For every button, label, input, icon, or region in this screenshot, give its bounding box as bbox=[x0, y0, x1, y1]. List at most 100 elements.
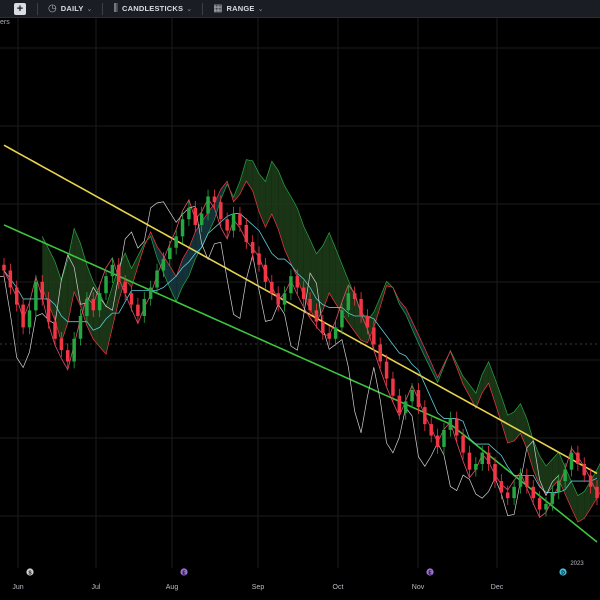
event-marker-icon bbox=[559, 568, 567, 576]
candle-body bbox=[563, 469, 567, 482]
candle-body bbox=[148, 287, 153, 299]
candle-body bbox=[91, 298, 96, 311]
ichimoku-cloud-segment bbox=[552, 451, 559, 488]
chevron-down-icon: ⌄ bbox=[257, 5, 264, 13]
ichimoku-cloud-segment bbox=[412, 321, 419, 344]
candle-body bbox=[27, 310, 32, 328]
range-dropdown[interactable]: ▦ RANGE ⌄ bbox=[206, 0, 270, 17]
x-axis-label: Jul bbox=[92, 584, 101, 591]
ichimoku-cloud-segment bbox=[265, 161, 272, 228]
event-marker-symbol: E bbox=[182, 570, 186, 576]
ichimoku-cloud-segment bbox=[284, 185, 291, 264]
candle-body bbox=[544, 503, 548, 510]
candle-body bbox=[308, 298, 312, 311]
candle-body bbox=[576, 452, 580, 464]
candle-body bbox=[454, 418, 459, 436]
candle-body bbox=[129, 293, 134, 305]
ichimoku-cloud-segment bbox=[106, 286, 113, 355]
ichimoku-cloud-segment bbox=[475, 374, 483, 409]
candle-body bbox=[301, 287, 306, 299]
candle-body bbox=[346, 293, 351, 311]
candle-body bbox=[123, 281, 127, 294]
candle-body bbox=[136, 304, 140, 316]
candle-body bbox=[8, 270, 13, 288]
ichimoku-cloud-segment bbox=[188, 231, 196, 277]
event-marker-symbol: D bbox=[561, 570, 565, 576]
indicator-legend-fragment: ers bbox=[0, 19, 10, 26]
candle-body bbox=[206, 196, 210, 214]
ichimoku-cloud-segment bbox=[348, 280, 355, 332]
price-chart[interactable]: Jun Jul Aug Sep Oct Nov Dec 2023 S E E D bbox=[0, 18, 600, 600]
candle-body bbox=[219, 202, 223, 220]
candle-body bbox=[595, 486, 599, 499]
candle-body bbox=[270, 281, 274, 294]
chart-style-dropdown[interactable]: ⫼ CANDLESTICKS ⌄ bbox=[106, 0, 199, 17]
candle-body bbox=[282, 293, 287, 305]
candle-body bbox=[276, 293, 280, 305]
candle-body bbox=[66, 350, 70, 362]
x-axis-year-label: 2023 bbox=[570, 561, 584, 567]
x-axis-label: Oct bbox=[333, 584, 344, 591]
ichimoku-cloud-segment bbox=[488, 361, 495, 403]
candle-body bbox=[423, 407, 427, 425]
candle-body bbox=[295, 276, 300, 288]
x-axis-label: Jun bbox=[12, 584, 23, 591]
candle-body bbox=[467, 452, 472, 470]
candle-body bbox=[193, 207, 198, 225]
candle-body bbox=[289, 276, 293, 294]
candle-body bbox=[187, 207, 191, 220]
candle-body bbox=[499, 481, 504, 493]
ichimoku-cloud-segment bbox=[322, 232, 330, 311]
plus-square-icon[interactable]: + bbox=[14, 2, 26, 15]
ichimoku-cloud-segment bbox=[584, 481, 591, 519]
ichimoku-cloud-segment bbox=[507, 411, 515, 444]
ichimoku-cloud-segment bbox=[335, 248, 342, 314]
ichimoku-cloud-segment bbox=[169, 265, 177, 302]
ichimoku-cloud-segment bbox=[463, 376, 470, 396]
ichimoku-cloud-segment bbox=[514, 403, 521, 441]
candle-body bbox=[104, 276, 108, 294]
ichimoku-cloud-segment bbox=[354, 295, 362, 341]
candle-body bbox=[46, 298, 51, 322]
toolbar-divider bbox=[37, 2, 38, 15]
candle-body bbox=[321, 321, 325, 334]
ichimoku-cloud-segment bbox=[182, 247, 189, 287]
event-marker-icon bbox=[180, 568, 188, 576]
ichimoku-cloud-segment bbox=[252, 160, 260, 212]
candle-body bbox=[397, 395, 402, 413]
candle-body bbox=[556, 481, 561, 493]
ichimoku-cloud-segment bbox=[558, 451, 566, 495]
candle-body bbox=[244, 224, 249, 242]
cloud-span-a-line bbox=[41, 159, 600, 497]
candle-body bbox=[238, 213, 242, 225]
ichimoku-cloud-segment bbox=[278, 170, 285, 250]
candle-body bbox=[161, 259, 166, 271]
candle-body bbox=[359, 298, 363, 316]
chart-toolbar: + ◷ DAILY ⌄ ⫼ CANDLESTICKS ⌄ ▦ RANGE ⌄ bbox=[0, 0, 600, 18]
chikou-span-line bbox=[0, 201, 559, 517]
candle-body bbox=[480, 452, 484, 464]
candle-body bbox=[512, 486, 516, 499]
interval-dropdown[interactable]: ◷ DAILY ⌄ bbox=[41, 0, 99, 17]
ichimoku-cloud-segment bbox=[373, 297, 381, 328]
candle-body bbox=[168, 247, 172, 260]
x-axis-label: Dec bbox=[491, 584, 504, 591]
candle-body bbox=[537, 498, 542, 510]
candle-body bbox=[352, 293, 357, 299]
interval-label: DAILY bbox=[60, 4, 84, 13]
candle-body bbox=[59, 338, 64, 351]
clock-icon: ◷ bbox=[48, 3, 57, 14]
candle-body bbox=[97, 293, 102, 311]
candle-body bbox=[486, 452, 491, 464]
candle-body bbox=[550, 492, 555, 504]
tenkan-sen-line bbox=[3, 198, 598, 518]
moving-average-long-line bbox=[3, 144, 598, 475]
candle-body bbox=[257, 253, 261, 265]
candle-body bbox=[340, 310, 344, 328]
candle-body bbox=[78, 316, 83, 339]
candle-body bbox=[85, 298, 89, 316]
candle-body bbox=[327, 333, 331, 339]
candle-body bbox=[34, 281, 38, 311]
chart-style-label: CANDLESTICKS bbox=[122, 4, 184, 13]
candle-body bbox=[442, 429, 446, 447]
